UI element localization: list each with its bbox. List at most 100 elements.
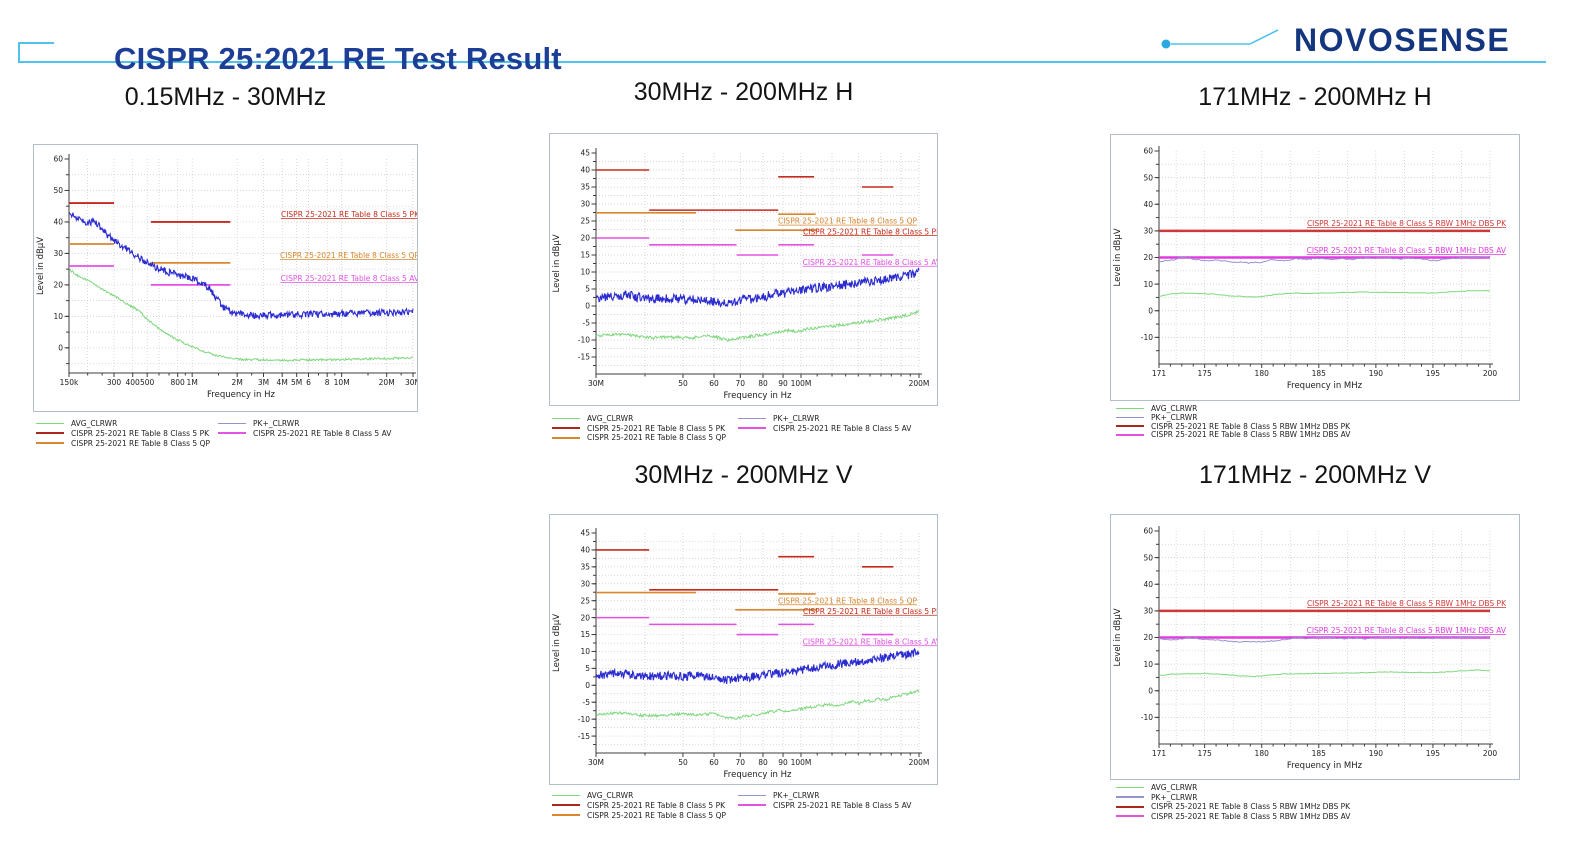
legend-item-vhf-v: CISPR 25-2021 RE Table 8 Class 5 QP — [552, 811, 726, 820]
trace-PK+_CLRWR — [68, 212, 414, 321]
legend-label: CISPR 25-2021 RE Table 8 Class 5 AV — [773, 800, 912, 810]
svg-text:35: 35 — [580, 183, 590, 192]
legend-item-vhf-h: AVG_CLRWR — [552, 414, 633, 423]
svg-text:20: 20 — [1143, 253, 1153, 262]
svg-text:Level in dBµV: Level in dBµV — [1113, 228, 1123, 286]
svg-text:20: 20 — [1143, 633, 1153, 642]
svg-text:10M: 10M — [334, 378, 350, 387]
svg-text:185: 185 — [1312, 749, 1327, 758]
legend-label: CISPR 25-2021 RE Table 8 Class 5 PK — [587, 423, 726, 433]
svg-text:400: 400 — [126, 378, 141, 387]
svg-text:20: 20 — [580, 613, 590, 622]
legend-item-low-band: AVG_CLRWR — [36, 419, 117, 428]
legend-item-vhf-v: CISPR 25-2021 RE Table 8 Class 5 PK — [552, 801, 725, 810]
svg-text:171: 171 — [1152, 369, 1167, 378]
legend-item-dbs-v: CISPR 25-2021 RE Table 8 Class 5 RBW 1MH… — [1116, 802, 1350, 811]
svg-text:30: 30 — [580, 579, 590, 588]
svg-text:35: 35 — [580, 563, 590, 572]
svg-text:190: 190 — [1369, 749, 1384, 758]
svg-text:CISPR 25-2021 RE Table 8 Class: CISPR 25-2021 RE Table 8 Class 5 PK — [803, 607, 938, 616]
svg-text:CISPR 25-2021 RE Table 8 Class: CISPR 25-2021 RE Table 8 Class 5 PK — [803, 227, 938, 236]
svg-text:15: 15 — [580, 630, 590, 639]
chart-dbs-v: 171 175 180 185 190 195 200 -10 0 10 20 30 40 50 60 Fre… — [1110, 514, 1520, 780]
legend-label: CISPR 25-2021 RE Table 8 Class 5 PK — [71, 428, 210, 438]
svg-text:-5: -5 — [583, 319, 591, 328]
svg-text:10: 10 — [1143, 280, 1153, 289]
svg-text:190: 190 — [1369, 369, 1384, 378]
svg-text:CISPR 25-2021 RE Table 8 Class: CISPR 25-2021 RE Table 8 Class 5 PK — [281, 210, 418, 219]
chart-title-dbs-v: 171MHz - 200MHz V — [1198, 461, 1432, 489]
svg-text:70: 70 — [735, 379, 745, 388]
legend-item-low-band: CISPR 25-2021 RE Table 8 Class 5 AV — [218, 429, 391, 438]
svg-text:CISPR 25-2021 RE Table 8 Class: CISPR 25-2021 RE Table 8 Class 5 RBW 1MH… — [1307, 246, 1507, 255]
svg-text:CISPR 25-2021 RE Table 8 Class: CISPR 25-2021 RE Table 8 Class 5 QP — [778, 217, 917, 226]
legend-swatch-icon — [1116, 407, 1144, 410]
legend-label: CISPR 25-2021 RE Table 8 Class 5 AV — [773, 423, 912, 433]
svg-text:15: 15 — [580, 251, 590, 260]
svg-text:0: 0 — [1148, 686, 1153, 695]
svg-text:175: 175 — [1197, 369, 1212, 378]
svg-text:-10: -10 — [578, 715, 590, 724]
svg-text:2M: 2M — [232, 378, 243, 387]
legend-item-vhf-h: PK+_CLRWR — [738, 414, 819, 423]
svg-text:8: 8 — [325, 378, 330, 387]
svg-text:180: 180 — [1255, 749, 1270, 758]
legend-item-low-band: CISPR 25-2021 RE Table 8 Class 5 PK — [36, 429, 209, 438]
svg-text:0: 0 — [585, 681, 590, 690]
legend-swatch-icon — [552, 794, 580, 797]
svg-text:50: 50 — [678, 379, 688, 388]
svg-text:10: 10 — [53, 312, 63, 321]
legend-label: PK+_CLRWR — [773, 791, 820, 800]
legend-swatch-icon — [1116, 786, 1144, 789]
svg-text:-15: -15 — [578, 732, 590, 741]
svg-text:45: 45 — [580, 529, 590, 538]
chart-title-low-band: 0.15MHz - 30MHz — [124, 83, 327, 111]
svg-text:20M: 20M — [379, 378, 395, 387]
legend-label: CISPR 25-2021 RE Table 8 Class 5 RBW 1MH… — [1151, 430, 1351, 440]
legend-item-vhf-h: CISPR 25-2021 RE Table 8 Class 5 PK — [552, 424, 725, 433]
legend-item-dbs-v: PK+_CLRWR — [1116, 793, 1197, 802]
legend-label: CISPR 25-2021 RE Table 8 Class 5 RBW 1MH… — [1151, 802, 1351, 812]
svg-text:20: 20 — [580, 234, 590, 243]
legend-item-dbs-h: CISPR 25-2021 RE Table 8 Class 5 RBW 1MH… — [1116, 430, 1350, 439]
legend-swatch-icon — [1116, 425, 1144, 428]
legend-swatch-icon — [738, 417, 766, 420]
svg-text:195: 195 — [1426, 369, 1441, 378]
legend-item-vhf-v: CISPR 25-2021 RE Table 8 Class 5 AV — [738, 801, 911, 810]
legend-label: PK+_CLRWR — [773, 414, 820, 423]
svg-text:-10: -10 — [1141, 333, 1153, 342]
legend-label: AVG_CLRWR — [587, 414, 634, 423]
svg-text:50: 50 — [1143, 173, 1153, 182]
chart-title-vhf-h: 30MHz - 200MHz H — [633, 78, 854, 106]
legend-swatch-icon — [552, 436, 580, 439]
svg-text:50: 50 — [1143, 553, 1153, 562]
svg-text:Frequency in MHz: Frequency in MHz — [1287, 761, 1363, 771]
svg-text:25: 25 — [580, 217, 590, 226]
svg-text:180: 180 — [1255, 369, 1270, 378]
svg-text:4M: 4M — [277, 378, 288, 387]
svg-text:5: 5 — [585, 664, 590, 673]
legend-swatch-icon — [738, 794, 766, 797]
chart-title-vhf-v: 30MHz - 200MHz V — [634, 461, 853, 489]
legend-swatch-icon — [36, 422, 64, 425]
svg-text:40: 40 — [1143, 200, 1153, 209]
legend-swatch-icon — [552, 417, 580, 420]
trace-AVG_CLRWR — [595, 689, 920, 720]
svg-text:30M: 30M — [405, 378, 418, 387]
legend-label: AVG_CLRWR — [587, 791, 634, 800]
svg-text:171: 171 — [1152, 749, 1167, 758]
svg-text:CISPR 25-2021 RE Table 8 Class: CISPR 25-2021 RE Table 8 Class 5 QP — [778, 596, 917, 605]
svg-text:10: 10 — [580, 268, 590, 277]
svg-text:-15: -15 — [578, 353, 590, 362]
chart-dbs-h: 171 175 180 185 190 195 200 -10 0 10 20 30 40 50 60 Fre… — [1110, 134, 1520, 401]
legend-item-dbs-v: AVG_CLRWR — [1116, 783, 1197, 792]
svg-text:CISPR 25-2021 RE Table 8 Class: CISPR 25-2021 RE Table 8 Class 5 RBW 1MH… — [1307, 599, 1507, 608]
svg-text:30: 30 — [53, 249, 63, 258]
legend-label: AVG_CLRWR — [71, 419, 118, 428]
legend-item-dbs-h: AVG_CLRWR — [1116, 404, 1197, 413]
svg-text:30: 30 — [580, 200, 590, 209]
page-title: CISPR 25:2021 RE Test Result — [114, 40, 562, 76]
chart-vhf-h: 30M 50 60 70 80 90 100M 200M -15 -10 -5 0 5 10 15 20 25 3… — [549, 133, 938, 406]
svg-text:CISPR 25-2021 RE Table 8 Class: CISPR 25-2021 RE Table 8 Class 5 QP — [280, 251, 418, 260]
